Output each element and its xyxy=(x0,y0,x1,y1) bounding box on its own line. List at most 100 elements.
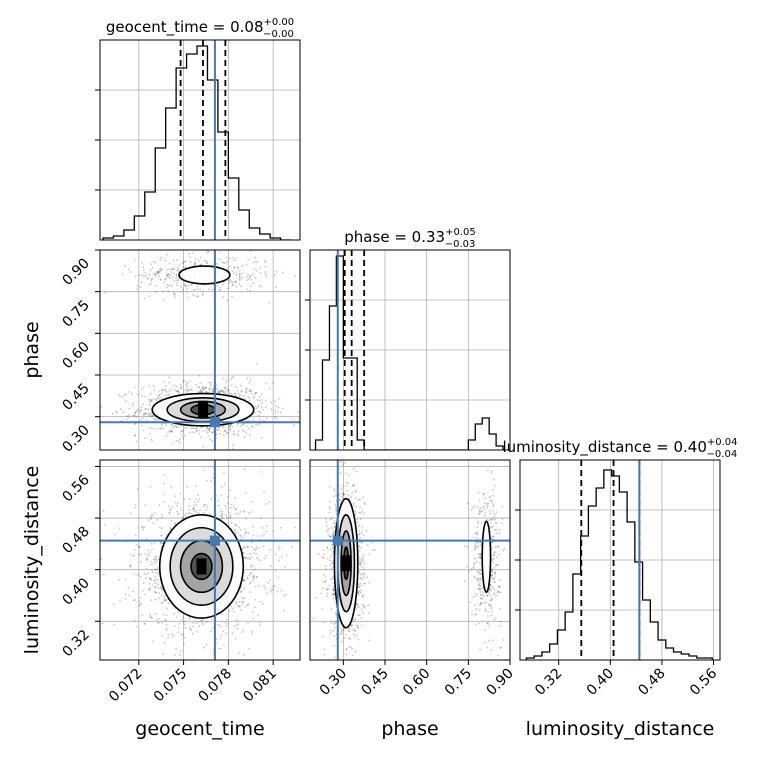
sample-point xyxy=(161,634,163,637)
sample-point xyxy=(235,602,238,605)
sample-point xyxy=(174,521,176,524)
sample-point xyxy=(228,511,230,514)
sample-point xyxy=(246,576,249,579)
sample-point xyxy=(359,564,362,566)
sample-point xyxy=(357,523,360,526)
sample-point xyxy=(356,603,359,606)
sample-point xyxy=(338,492,341,495)
sample-point xyxy=(139,596,142,599)
sample-point xyxy=(241,423,244,426)
sample-point xyxy=(489,499,492,502)
sample-point xyxy=(229,424,231,427)
sample-point xyxy=(493,528,496,531)
sample-point xyxy=(210,391,213,394)
sample-point xyxy=(148,587,151,590)
sample-point xyxy=(160,601,163,604)
sample-point xyxy=(203,259,206,262)
sample-point xyxy=(160,541,162,544)
sample-point xyxy=(188,508,190,511)
sample-point xyxy=(492,593,495,596)
sample-point xyxy=(219,289,222,291)
sample-point xyxy=(239,394,241,397)
sample-point xyxy=(232,270,234,273)
sample-point xyxy=(478,584,481,587)
sample-point xyxy=(474,545,477,548)
sample-point xyxy=(215,384,218,387)
sample-point xyxy=(150,514,153,517)
sample-point xyxy=(165,385,167,387)
sample-point xyxy=(149,577,152,580)
sample-point xyxy=(274,404,277,407)
sample-point xyxy=(200,426,202,429)
sample-point xyxy=(134,506,137,509)
sample-point xyxy=(203,662,205,664)
sample-point xyxy=(146,558,148,561)
sample-point xyxy=(223,483,226,485)
sample-point xyxy=(198,386,200,389)
sample-point xyxy=(160,587,163,589)
sample-point xyxy=(479,556,482,559)
x-tick-label: 0.081 xyxy=(240,666,280,706)
sample-point xyxy=(209,513,212,515)
sample-point xyxy=(138,274,140,277)
sample-point xyxy=(167,273,170,275)
sample-point xyxy=(142,403,144,406)
sample-point xyxy=(359,573,362,576)
sample-point xyxy=(174,425,177,428)
sample-point xyxy=(154,557,157,560)
sample-point xyxy=(232,430,235,433)
sample-point xyxy=(252,534,255,537)
sample-point xyxy=(144,408,147,410)
sample-point xyxy=(479,584,481,587)
sample-point xyxy=(186,389,189,392)
sample-point xyxy=(232,610,235,613)
sample-point xyxy=(325,595,328,597)
sample-point xyxy=(228,392,231,395)
sample-point xyxy=(206,620,209,623)
sample-point xyxy=(175,277,177,280)
sample-point xyxy=(183,434,186,437)
sample-point xyxy=(248,275,251,278)
sample-point xyxy=(148,413,151,416)
sample-point xyxy=(163,598,166,600)
sample-point xyxy=(260,517,263,520)
x-tick-label: 0.32 xyxy=(532,666,565,699)
sample-point xyxy=(265,530,268,533)
sample-point xyxy=(160,256,163,259)
sample-point xyxy=(239,534,241,537)
sample-point xyxy=(328,511,331,514)
sample-point xyxy=(202,430,205,432)
sample-point xyxy=(152,385,155,388)
sample-point xyxy=(167,505,170,507)
sample-point xyxy=(131,404,134,407)
sample-point xyxy=(218,390,221,393)
sample-point xyxy=(471,613,473,616)
sample-point xyxy=(245,387,248,390)
sample-point xyxy=(190,628,192,631)
sample-point xyxy=(157,397,159,400)
sample-point xyxy=(238,275,241,278)
sample-point xyxy=(201,622,204,624)
sample-point xyxy=(197,500,200,503)
sample-point xyxy=(274,400,276,403)
sample-point xyxy=(157,583,159,586)
sample-point xyxy=(157,271,160,274)
sample-point xyxy=(139,604,141,607)
sample-point xyxy=(340,640,343,643)
sample-point xyxy=(142,414,145,417)
sample-point xyxy=(493,513,496,515)
sample-point xyxy=(136,408,139,411)
sample-point xyxy=(199,382,202,385)
sample-point xyxy=(349,637,351,640)
sample-point xyxy=(331,527,334,530)
sample-point xyxy=(118,600,121,602)
sample-point xyxy=(317,553,320,555)
sample-point xyxy=(236,619,238,622)
sample-point xyxy=(152,398,155,400)
sample-point xyxy=(329,548,332,551)
sample-point xyxy=(138,546,140,549)
sample-point xyxy=(254,256,256,259)
sample-point xyxy=(198,374,200,377)
sample-point xyxy=(151,513,154,516)
sample-point xyxy=(265,399,268,402)
